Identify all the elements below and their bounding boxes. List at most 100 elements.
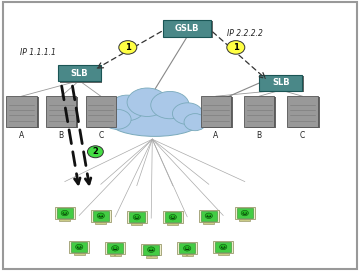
Text: IP 2.2.2.2: IP 2.2.2.2 <box>227 29 263 38</box>
FancyBboxPatch shape <box>201 211 217 221</box>
FancyBboxPatch shape <box>182 254 193 256</box>
FancyBboxPatch shape <box>165 212 181 222</box>
FancyBboxPatch shape <box>9 97 39 128</box>
Ellipse shape <box>172 103 203 124</box>
Circle shape <box>63 212 64 213</box>
Circle shape <box>205 213 212 218</box>
Text: 2: 2 <box>93 147 98 156</box>
FancyBboxPatch shape <box>167 223 178 225</box>
Circle shape <box>112 246 119 251</box>
Ellipse shape <box>184 114 206 131</box>
FancyBboxPatch shape <box>239 219 250 221</box>
FancyBboxPatch shape <box>95 222 106 224</box>
FancyBboxPatch shape <box>235 207 255 219</box>
FancyBboxPatch shape <box>91 210 111 222</box>
FancyBboxPatch shape <box>71 242 87 252</box>
FancyBboxPatch shape <box>69 241 89 253</box>
FancyBboxPatch shape <box>57 208 73 218</box>
Circle shape <box>184 246 191 251</box>
Circle shape <box>224 246 225 247</box>
Text: 1: 1 <box>233 43 239 52</box>
FancyBboxPatch shape <box>163 211 183 223</box>
FancyBboxPatch shape <box>46 96 76 127</box>
FancyBboxPatch shape <box>74 253 85 255</box>
FancyBboxPatch shape <box>289 97 320 128</box>
Text: GSLB: GSLB <box>175 24 199 33</box>
Ellipse shape <box>151 91 189 119</box>
Text: SLB: SLB <box>272 78 289 87</box>
FancyBboxPatch shape <box>55 207 75 219</box>
Circle shape <box>148 247 155 252</box>
Circle shape <box>243 212 244 213</box>
FancyBboxPatch shape <box>203 97 233 128</box>
FancyBboxPatch shape <box>60 67 103 82</box>
FancyBboxPatch shape <box>48 97 78 128</box>
FancyBboxPatch shape <box>203 222 214 224</box>
FancyBboxPatch shape <box>86 96 116 127</box>
FancyBboxPatch shape <box>199 210 219 222</box>
Circle shape <box>66 212 67 213</box>
Text: C: C <box>300 131 305 140</box>
FancyBboxPatch shape <box>237 208 253 218</box>
FancyBboxPatch shape <box>93 211 109 221</box>
Circle shape <box>80 246 81 247</box>
Text: SLB: SLB <box>71 69 88 78</box>
Circle shape <box>152 249 153 250</box>
FancyBboxPatch shape <box>177 243 197 254</box>
FancyBboxPatch shape <box>58 65 101 81</box>
Circle shape <box>227 41 245 54</box>
Circle shape <box>77 246 78 247</box>
Ellipse shape <box>108 105 202 136</box>
FancyBboxPatch shape <box>179 243 195 253</box>
FancyBboxPatch shape <box>213 241 233 253</box>
Text: B: B <box>59 131 64 140</box>
Circle shape <box>220 244 227 250</box>
Circle shape <box>210 215 211 216</box>
FancyBboxPatch shape <box>131 223 142 225</box>
FancyBboxPatch shape <box>88 97 118 128</box>
Circle shape <box>76 244 83 250</box>
Circle shape <box>133 214 140 220</box>
Text: C: C <box>98 131 103 140</box>
Circle shape <box>169 214 176 220</box>
Circle shape <box>99 215 100 216</box>
FancyBboxPatch shape <box>259 75 302 91</box>
FancyBboxPatch shape <box>165 21 213 38</box>
FancyBboxPatch shape <box>287 96 318 127</box>
Ellipse shape <box>103 109 131 129</box>
FancyBboxPatch shape <box>244 96 274 127</box>
Ellipse shape <box>109 95 145 121</box>
Circle shape <box>102 215 103 216</box>
Ellipse shape <box>127 88 167 117</box>
Circle shape <box>149 249 150 250</box>
Text: A: A <box>19 131 24 140</box>
Text: IP 1.1.1.1: IP 1.1.1.1 <box>20 48 56 57</box>
FancyBboxPatch shape <box>127 211 147 223</box>
FancyBboxPatch shape <box>105 243 125 254</box>
Circle shape <box>61 210 68 216</box>
Circle shape <box>97 213 104 218</box>
Circle shape <box>87 146 103 158</box>
FancyBboxPatch shape <box>107 243 123 253</box>
Text: 1: 1 <box>125 43 131 52</box>
Circle shape <box>246 212 247 213</box>
FancyBboxPatch shape <box>163 20 211 37</box>
Circle shape <box>207 215 208 216</box>
FancyBboxPatch shape <box>215 242 231 252</box>
Text: A: A <box>213 131 219 140</box>
FancyBboxPatch shape <box>246 97 276 128</box>
FancyBboxPatch shape <box>6 96 37 127</box>
FancyBboxPatch shape <box>146 256 157 258</box>
FancyBboxPatch shape <box>110 254 121 256</box>
FancyBboxPatch shape <box>141 244 161 256</box>
Circle shape <box>119 41 137 54</box>
Circle shape <box>241 210 248 216</box>
Text: B: B <box>257 131 262 140</box>
Circle shape <box>221 246 222 247</box>
FancyBboxPatch shape <box>218 253 229 255</box>
FancyBboxPatch shape <box>143 245 159 255</box>
FancyBboxPatch shape <box>201 96 231 127</box>
FancyBboxPatch shape <box>129 212 145 222</box>
FancyBboxPatch shape <box>261 76 304 92</box>
FancyBboxPatch shape <box>59 219 70 221</box>
